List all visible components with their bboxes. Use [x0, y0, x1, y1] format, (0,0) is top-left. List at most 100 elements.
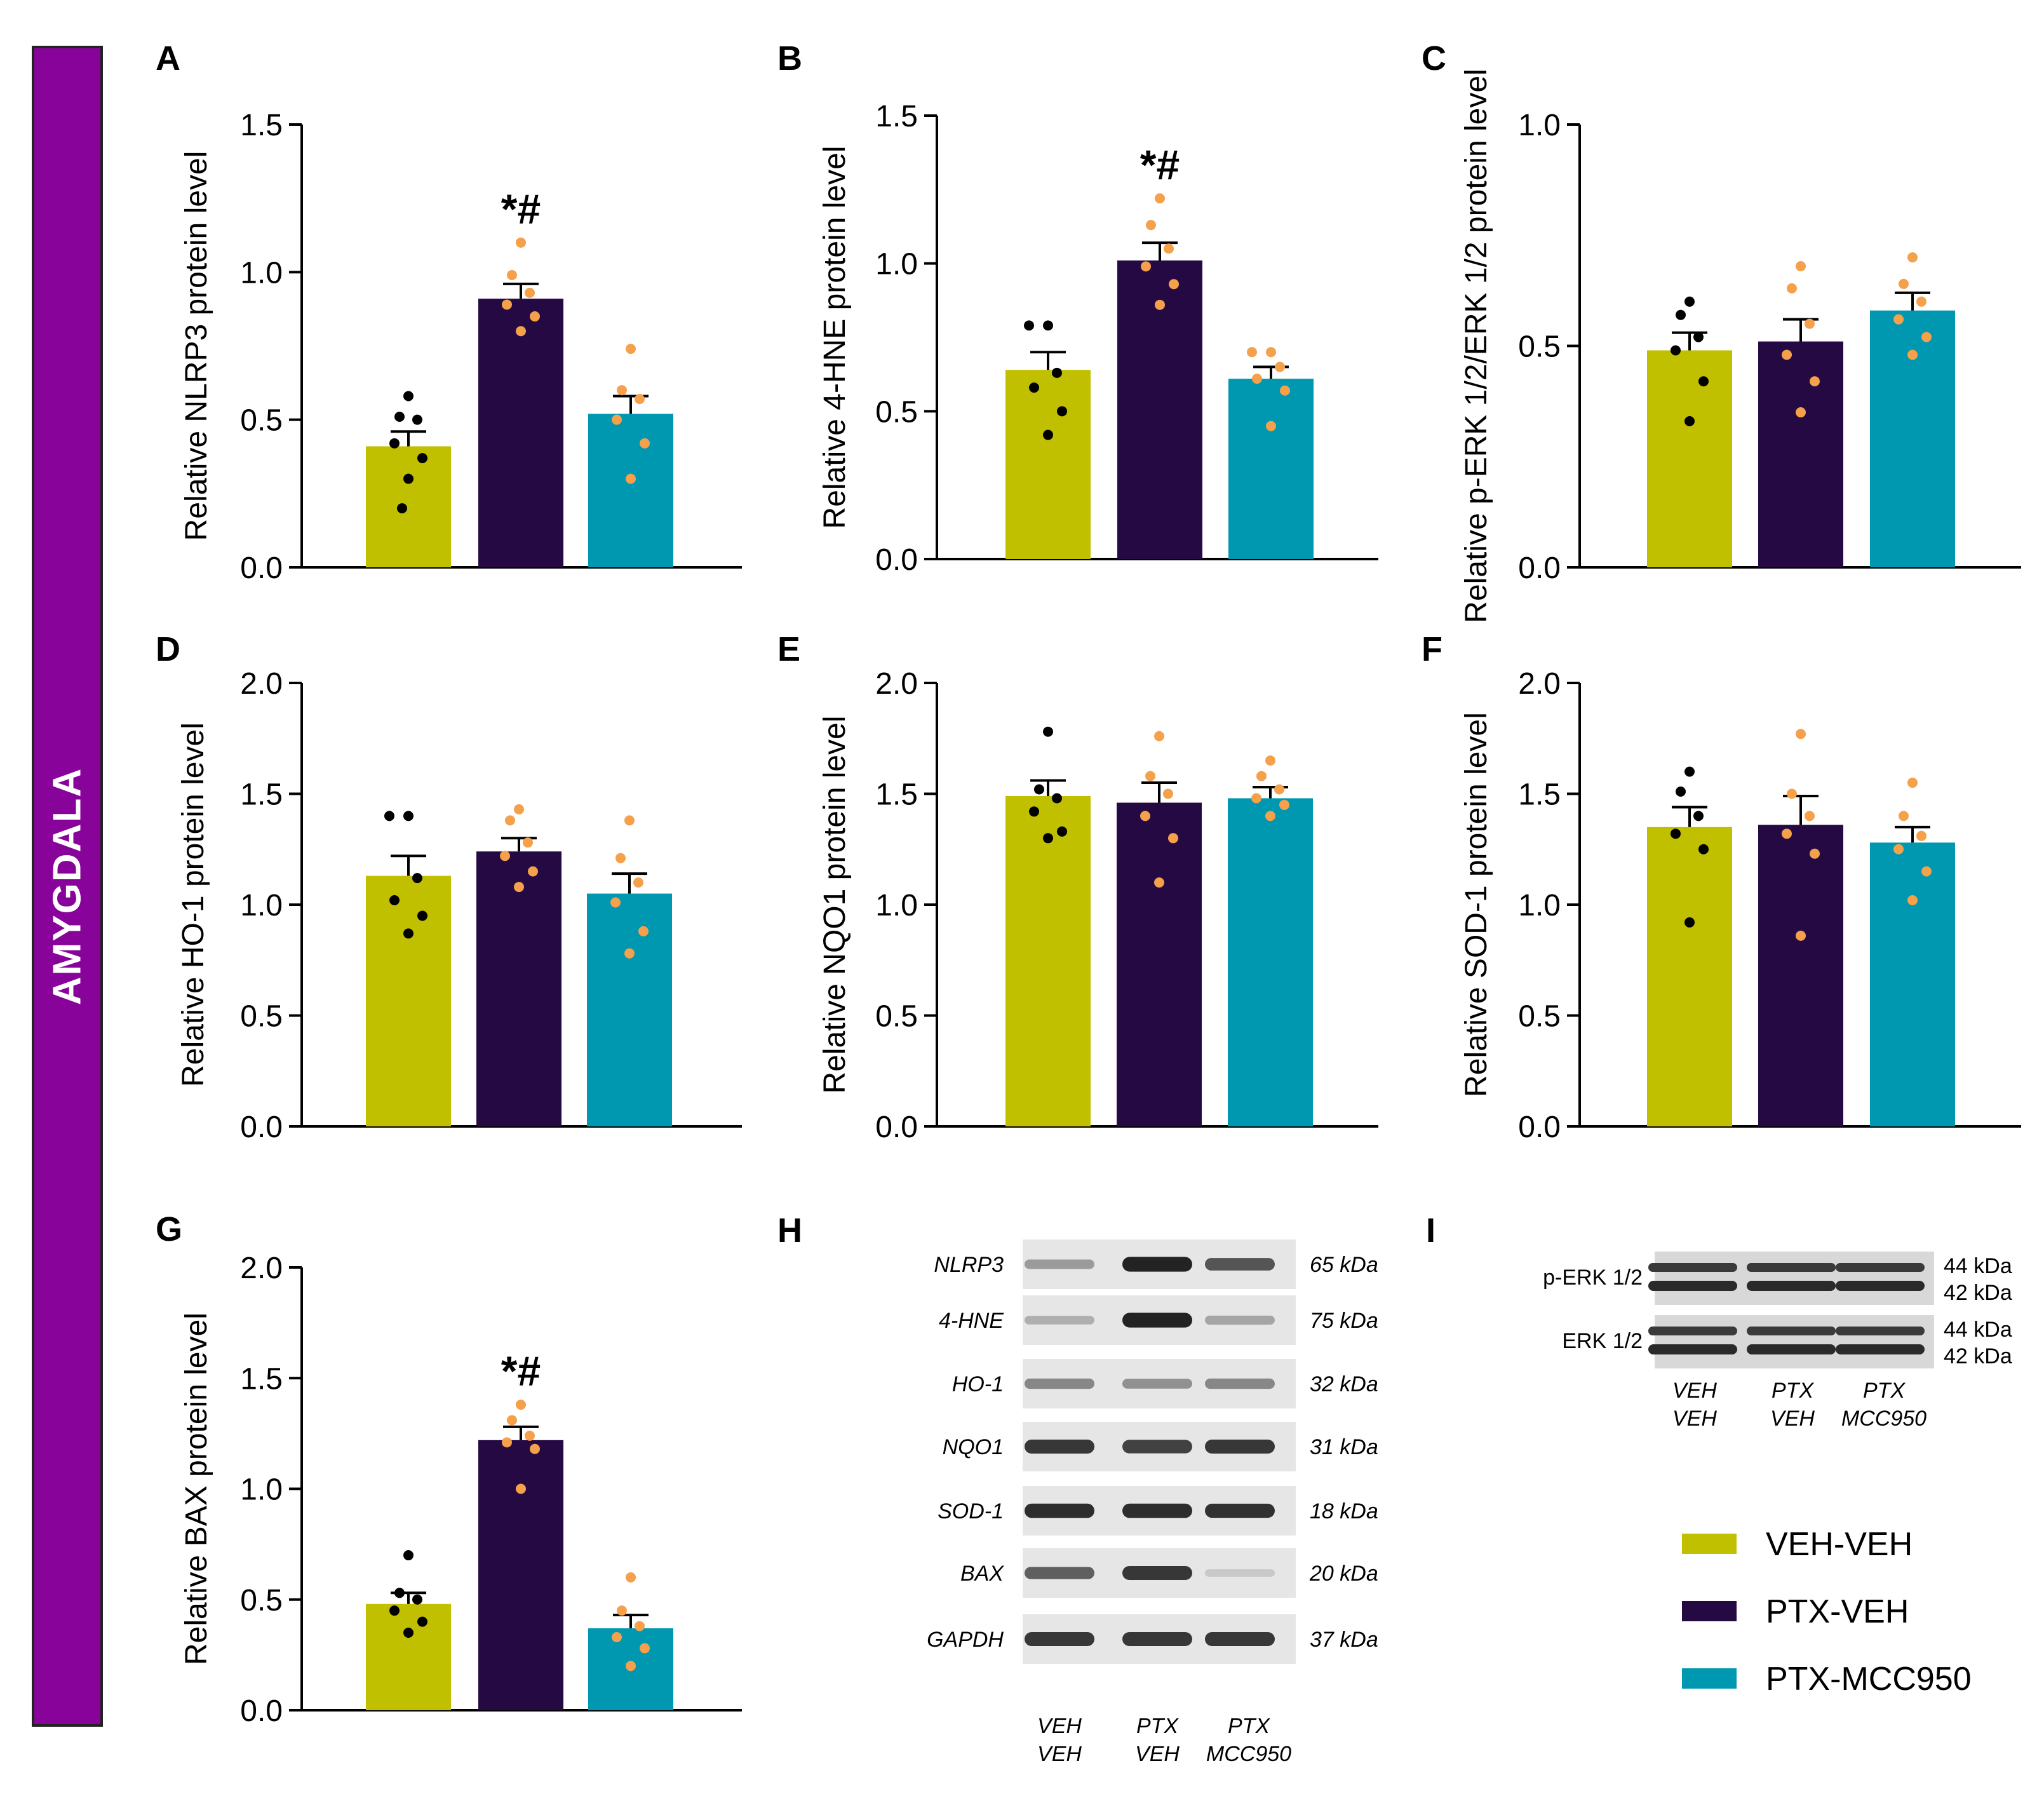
data-point	[516, 1483, 526, 1494]
data-point	[1274, 784, 1284, 795]
legend-label: PTX-MCC950	[1766, 1661, 1972, 1698]
blot-row-sod-1: SOD-1 18 kDa	[938, 1486, 1378, 1536]
data-point	[516, 1400, 526, 1410]
panel-letter-h: H	[777, 1212, 802, 1250]
bar-ptx-mcc950	[1870, 310, 1955, 567]
blot-band-lower	[1747, 1344, 1836, 1354]
lane-label: VEH	[1770, 1407, 1815, 1431]
data-point	[1921, 866, 1932, 877]
bar-veh-veh	[366, 875, 451, 1126]
blot-band	[1025, 1567, 1094, 1579]
data-point	[389, 438, 400, 449]
data-point	[626, 344, 636, 354]
blot-band-upper	[1648, 1263, 1737, 1272]
data-point	[1265, 755, 1275, 766]
data-point	[1043, 429, 1053, 440]
y-tick-label: 0.0	[1518, 551, 1561, 585]
data-point	[1266, 421, 1276, 431]
data-point	[626, 473, 636, 484]
data-point	[1796, 729, 1806, 739]
y-tick-label: 0.0	[875, 1111, 918, 1144]
y-tick-label: 0.5	[875, 395, 918, 429]
data-point	[1907, 778, 1918, 788]
data-point	[1671, 345, 1681, 356]
blot-band	[1025, 1259, 1094, 1269]
data-point	[417, 910, 427, 921]
blot-row-nqo1: NQO1 31 kDa	[943, 1422, 1378, 1471]
data-point	[1796, 261, 1806, 272]
bar-veh-veh	[1647, 827, 1732, 1126]
panel-letter-f: F	[1422, 630, 1442, 668]
blot-band	[1025, 1316, 1094, 1325]
y-tick-label: 0.0	[1518, 1111, 1561, 1144]
kda-label: 44 kDa	[1944, 1254, 2012, 1278]
data-point	[525, 1430, 535, 1441]
y-tick-label: 1.0	[875, 889, 918, 922]
y-tick-label: 1.5	[875, 100, 918, 133]
data-point	[514, 882, 524, 893]
chart-d: D 0.0 0.5 1.0 1.5 2.0 Relative HO-1 protein le…	[156, 630, 742, 1144]
y-tick-label: 0.0	[240, 1111, 283, 1144]
data-point	[1279, 799, 1289, 810]
lane-label: MCC950	[1841, 1407, 1926, 1431]
kda-label: 20 kDa	[1309, 1562, 1378, 1586]
blot-band	[1122, 1440, 1192, 1454]
data-point	[1140, 811, 1150, 821]
data-point	[615, 853, 626, 863]
data-point	[1024, 320, 1034, 331]
data-point	[1057, 826, 1067, 837]
blot-row-p-erk-1-2: p-ERK 1/2 44 kDa 42 kDa	[1543, 1252, 2012, 1305]
bar-ptx-mcc950	[588, 414, 673, 567]
data-point	[1168, 833, 1178, 844]
data-point	[394, 1588, 405, 1598]
significance-annotation: *#	[1140, 141, 1180, 188]
bar-veh-veh	[366, 446, 451, 567]
y-axis-label: Relative BAX protein level	[180, 1313, 213, 1665]
data-point	[1057, 406, 1067, 417]
blot-band	[1205, 1569, 1275, 1577]
data-point	[1782, 349, 1792, 360]
kda-label: 75 kDa	[1310, 1309, 1378, 1333]
data-point	[403, 1550, 414, 1561]
data-point	[1907, 895, 1918, 906]
data-point	[403, 391, 414, 402]
blot-label: NLRP3	[934, 1253, 1004, 1277]
blot-band	[1122, 1566, 1192, 1580]
data-point	[635, 1621, 645, 1631]
blot-band	[1122, 1379, 1192, 1389]
blot-band-upper	[1836, 1327, 1925, 1335]
data-point	[394, 412, 405, 422]
data-point	[1155, 193, 1165, 204]
data-point	[505, 815, 515, 826]
data-point	[1043, 833, 1053, 844]
kda-label: 32 kDa	[1310, 1372, 1378, 1396]
data-point	[403, 473, 414, 484]
data-point	[1671, 828, 1681, 839]
data-point	[1899, 278, 1909, 289]
data-point	[403, 928, 414, 939]
data-point	[523, 837, 533, 848]
data-point	[1256, 771, 1267, 781]
blot-strip	[1655, 1252, 1934, 1305]
lane-label: PTX	[1772, 1379, 1814, 1403]
y-tick-label: 0.0	[240, 551, 283, 585]
blot-label: ERK 1/2	[1562, 1329, 1643, 1353]
data-point	[1684, 415, 1695, 426]
bar-ptx-veh	[476, 851, 561, 1126]
kda-label: 42 kDa	[1944, 1344, 2012, 1368]
data-point	[500, 851, 510, 861]
data-point	[1907, 349, 1918, 360]
data-point	[384, 811, 394, 821]
chart-f: F 0.0 0.5 1.0 1.5 2.0 Relative SOD-1 protein l…	[1422, 630, 2021, 1144]
panel-letter-i: I	[1426, 1212, 1436, 1250]
blot-band	[1205, 1258, 1275, 1271]
data-point	[1782, 828, 1792, 839]
data-point	[612, 1631, 622, 1642]
kda-label: 65 kDa	[1310, 1253, 1378, 1277]
blot-row-bax: BAX 20 kDa	[960, 1548, 1378, 1598]
blot-row-nlrp3: NLRP3 65 kDa	[934, 1239, 1378, 1289]
blot-band	[1205, 1632, 1275, 1646]
bar-veh-veh	[1647, 350, 1732, 567]
data-point	[1899, 811, 1909, 821]
